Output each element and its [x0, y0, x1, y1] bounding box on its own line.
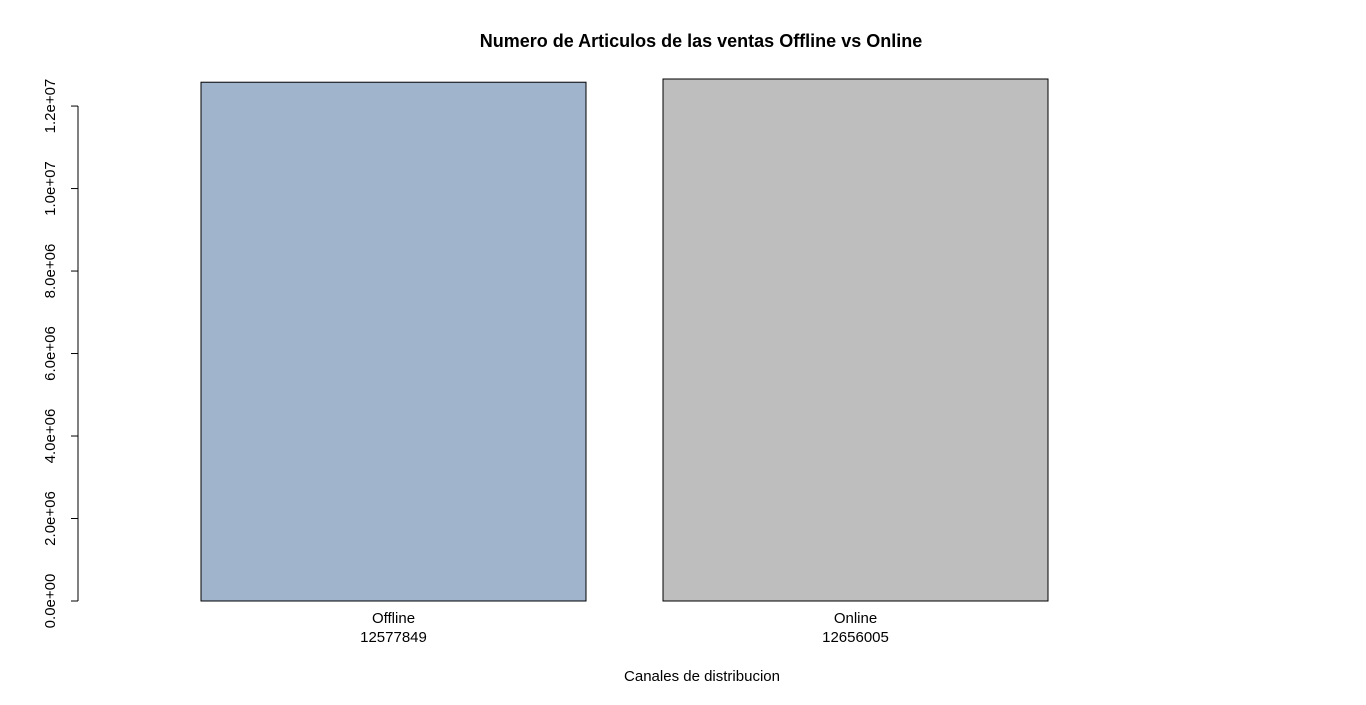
y-tick-label: 6.0e+06 [42, 326, 59, 381]
bar-value-label: 12577849 [360, 629, 427, 646]
x-tick-label: Offline [372, 610, 415, 627]
y-tick-label: 1.2e+07 [42, 79, 59, 134]
y-axis: 0.0e+00 2.0e+06 4.0e+06 6.0e+06 8.0e+06 1.0e+… [42, 79, 79, 629]
x-tick-label: Online [834, 610, 877, 627]
bar-online [662, 78, 1049, 602]
x-axis-label: Canales de distribucion [624, 668, 780, 685]
chart-title: Numero de Articulos de las ventas Offlin… [480, 31, 922, 51]
y-tick-label: 0.0e+00 [42, 574, 59, 629]
y-tick-label: 4.0e+06 [42, 409, 59, 464]
y-tick-label: 8.0e+06 [42, 244, 59, 299]
bar-offline [200, 81, 587, 602]
x-axis-labels: Offline 12577849 Online 12656005 [360, 610, 889, 646]
bars [200, 78, 1049, 602]
y-tick-label: 2.0e+06 [42, 491, 59, 546]
y-tick-label: 1.0e+07 [42, 161, 59, 216]
bar-value-label: 12656005 [822, 629, 889, 646]
